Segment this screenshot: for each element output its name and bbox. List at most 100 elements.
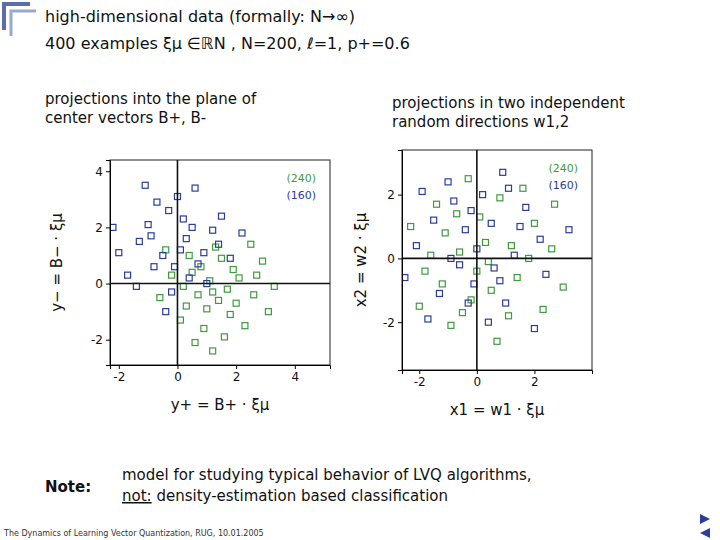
data-point xyxy=(183,303,189,309)
chart: projections into the plane ofcenter vect… xyxy=(45,90,331,414)
tick-label: 2 xyxy=(531,375,539,389)
tick-mark xyxy=(477,370,478,374)
tick-label: 0 xyxy=(174,370,182,384)
data-point xyxy=(500,169,506,175)
tick: 2 xyxy=(387,188,402,202)
tick-label: 0 xyxy=(387,252,395,266)
tick-mark xyxy=(236,365,237,369)
x-axis-label: x1 = w1 · ξμ xyxy=(450,401,545,419)
corner-decoration xyxy=(4,4,30,30)
tick-mark xyxy=(534,370,535,374)
tick-mark xyxy=(398,258,402,259)
chart: projections in two independentrandom dir… xyxy=(352,94,625,419)
tick-label: -2 xyxy=(414,375,426,389)
data-point xyxy=(436,290,442,296)
data-point xyxy=(485,259,491,265)
data-point xyxy=(163,309,169,315)
data-point xyxy=(480,192,486,198)
data-point xyxy=(192,185,198,191)
legend-entry: (160) xyxy=(548,179,578,192)
data-point xyxy=(451,198,457,204)
data-point xyxy=(145,222,151,228)
data-point xyxy=(439,281,445,287)
data-point xyxy=(210,348,216,354)
data-point xyxy=(236,275,242,281)
data-point xyxy=(233,300,239,306)
data-point xyxy=(462,227,468,233)
data-point xyxy=(531,220,537,226)
y-axis: -202 xyxy=(383,151,402,371)
tick-label: 2 xyxy=(233,370,241,384)
data-point xyxy=(172,264,178,270)
data-point xyxy=(177,247,183,253)
data-point xyxy=(494,338,500,344)
legend-entry: (240) xyxy=(286,172,316,185)
data-point xyxy=(506,313,512,319)
data-point xyxy=(488,287,494,293)
data-point xyxy=(218,255,224,261)
note-part: density-estimation based classification xyxy=(152,487,448,505)
data-point xyxy=(454,211,460,217)
tick-label: 4 xyxy=(291,370,299,384)
data-point xyxy=(514,275,520,281)
tick-mark xyxy=(398,195,402,196)
legend-entry: (240) xyxy=(548,162,578,175)
data-point xyxy=(408,224,414,230)
data-point xyxy=(434,201,440,207)
data-point xyxy=(154,199,160,205)
data-point xyxy=(201,250,207,256)
data-point xyxy=(116,250,122,256)
data-point xyxy=(142,182,148,188)
tick-label: -2 xyxy=(113,370,125,384)
tick-label: 4 xyxy=(95,165,103,179)
tick: 2 xyxy=(531,370,539,389)
legend-entry: (160) xyxy=(286,189,316,202)
data-point xyxy=(419,188,425,194)
tick-mark xyxy=(106,227,110,228)
data-point xyxy=(445,179,451,185)
data-point xyxy=(560,284,566,290)
slide: high-dimensional data (formally: N→∞) 4 0 0… xyxy=(0,0,720,540)
data-point xyxy=(511,252,517,258)
tick-label: 2 xyxy=(95,221,103,235)
data-point xyxy=(506,185,512,191)
data-point xyxy=(216,297,222,303)
tick: 0 xyxy=(174,365,182,384)
data-point xyxy=(201,325,207,331)
data-point xyxy=(457,249,463,255)
tick: 0 xyxy=(95,277,110,291)
data-point xyxy=(422,268,428,274)
data-point xyxy=(216,241,222,247)
y-axis-label: x2 = w2 · ξμ xyxy=(352,212,370,307)
data-point xyxy=(442,230,448,236)
tick-mark xyxy=(295,365,296,369)
data-point xyxy=(183,236,189,242)
data-point xyxy=(151,264,157,270)
tick-mark xyxy=(106,171,110,172)
data-point xyxy=(488,220,494,226)
tick-mark xyxy=(398,322,402,323)
data-point xyxy=(540,306,546,312)
data-point xyxy=(166,208,172,214)
data-point xyxy=(218,213,224,219)
data-point xyxy=(497,278,503,284)
note-line: not: density-estimation based classifica… xyxy=(122,487,448,505)
data-point xyxy=(180,216,186,222)
data-point xyxy=(224,286,230,292)
data-point xyxy=(248,241,254,247)
zero-line xyxy=(476,150,478,370)
data-point xyxy=(520,185,526,191)
data-point xyxy=(242,323,248,329)
data-point xyxy=(251,292,257,298)
tick-label: 2 xyxy=(387,188,395,202)
data-point xyxy=(169,289,175,295)
data-point xyxy=(160,252,166,258)
data-point xyxy=(204,306,210,312)
data-point xyxy=(537,236,543,242)
legend: (240) (160) xyxy=(548,162,578,192)
points xyxy=(402,169,572,344)
tick: -2 xyxy=(414,370,426,389)
data-point xyxy=(428,252,434,258)
legend: (240) (160) xyxy=(286,172,316,202)
header-line: high-dimensional data (formally: N→∞) xyxy=(45,7,355,26)
